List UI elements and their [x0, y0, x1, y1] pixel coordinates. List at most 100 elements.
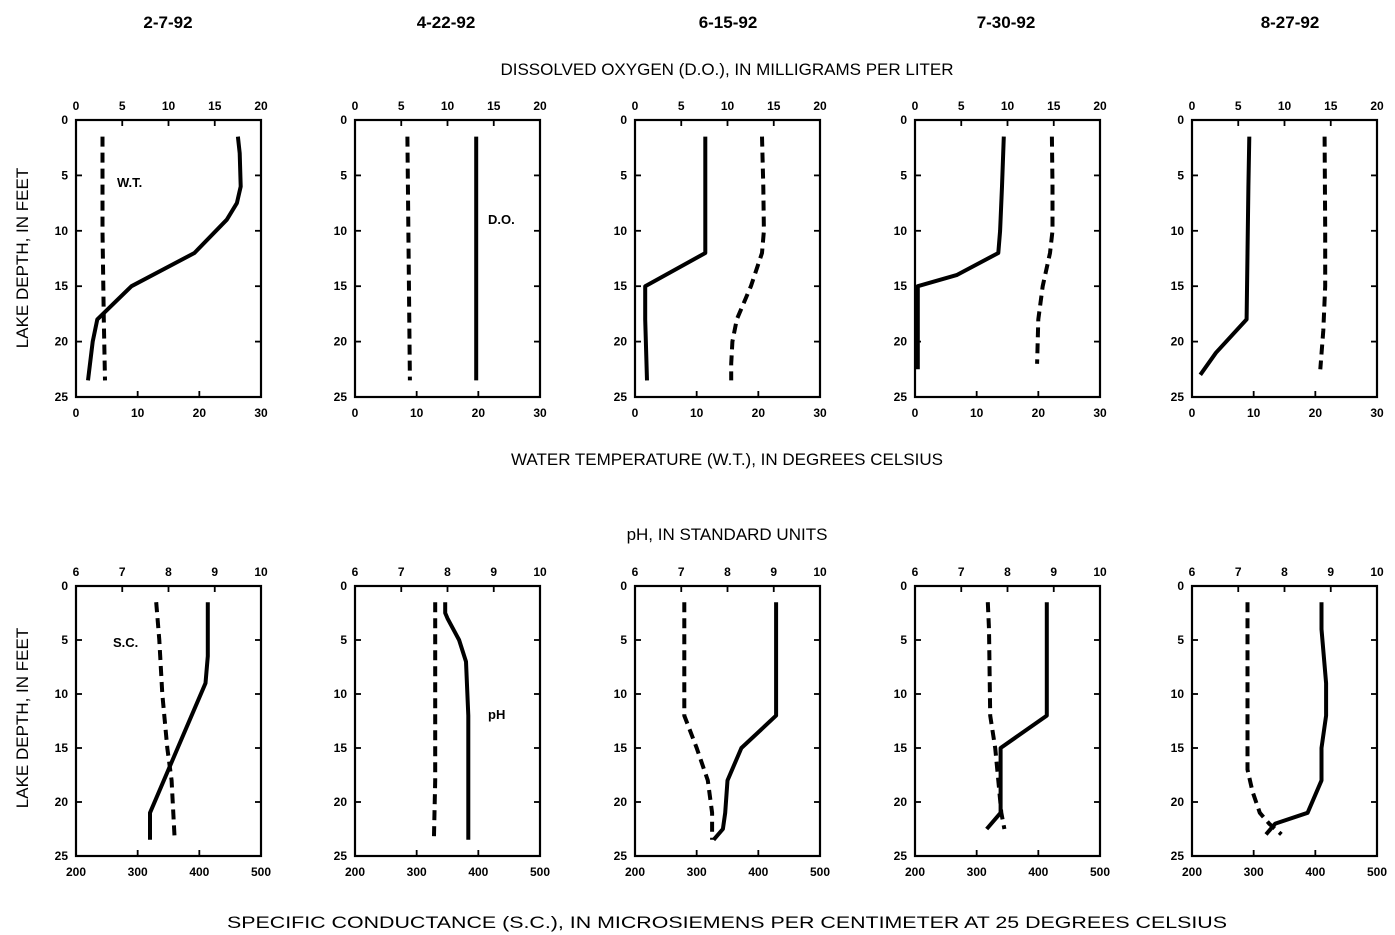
top-tick-label: 10	[162, 99, 176, 113]
bottom-tick-label: 30	[533, 406, 547, 420]
y-axis-label-top: LAKE DEPTH, IN FEET	[13, 168, 32, 348]
wt-profile-line	[100, 136, 107, 381]
y-tick-label: 0	[61, 113, 68, 127]
y-tick-label: 10	[55, 224, 69, 238]
sc-annotation: S.C.	[113, 635, 138, 650]
plot-frame	[74, 584, 263, 858]
y-tick-label: 25	[334, 849, 348, 863]
top-tick-label: 10	[441, 99, 455, 113]
top-tick-label: 9	[211, 565, 218, 579]
y-tick-label: 10	[334, 224, 348, 238]
bottom-tick-label: 0	[1189, 406, 1196, 420]
y-tick-label: 5	[1177, 168, 1184, 182]
y-tick-label: 15	[894, 741, 908, 755]
top-tick-label: 5	[119, 99, 126, 113]
bottom-tick-label: 10	[410, 406, 424, 420]
y-tick-label: 20	[1171, 795, 1185, 809]
bottom-tick-label: 30	[254, 406, 268, 420]
bottom-tick-label: 500	[810, 865, 830, 879]
top-tick-label: 15	[208, 99, 222, 113]
plot-frame	[353, 584, 542, 858]
y-tick-label: 10	[334, 687, 348, 701]
top-tick-label: 9	[1327, 565, 1334, 579]
bottom-tick-label: 30	[1093, 406, 1107, 420]
y-tick-label: 0	[340, 579, 347, 593]
top-tick-label: 15	[487, 99, 501, 113]
y-tick-label: 5	[900, 168, 907, 182]
date-header-1: 2-7-92	[143, 13, 192, 32]
top-tick-label: 8	[1004, 565, 1011, 579]
y-tick-label: 20	[1171, 335, 1185, 349]
plot-frame	[633, 118, 822, 399]
date-header-2: 4-22-92	[417, 13, 476, 32]
y-tick-label: 20	[334, 795, 348, 809]
sc-profile-line	[1245, 602, 1283, 836]
top-tick-label: 5	[678, 99, 685, 113]
top-tick-label: 10	[813, 565, 827, 579]
bottom-tick-label: 500	[530, 865, 550, 879]
bottom-tick-label: 0	[632, 406, 639, 420]
bottom-tick-label: 200	[905, 865, 925, 879]
y-tick-label: 25	[894, 390, 908, 404]
top-tick-label: 0	[73, 99, 80, 113]
bottom-tick-label: 400	[1028, 865, 1048, 879]
y-tick-label: 5	[340, 168, 347, 182]
top-tick-label: 20	[254, 99, 268, 113]
top-tick-label: 15	[1324, 99, 1338, 113]
top-tick-label: 8	[165, 565, 172, 579]
bottom-tick-label: 300	[128, 865, 148, 879]
bottom-tick-label: 500	[1367, 865, 1387, 879]
top-tick-label: 10	[1278, 99, 1292, 113]
y-tick-label: 15	[334, 279, 348, 293]
bottom-tick-label: 300	[407, 865, 427, 879]
wt-axis-title: WATER TEMPERATURE (W.T.), IN DEGREES CEL…	[511, 450, 943, 469]
panel-top-3: 0 5 10 15 20 25 0 5 10 15 20 0 10 20 30	[614, 99, 827, 420]
top-tick-label: 10	[1370, 565, 1384, 579]
do-axis-title: DISSOLVED OXYGEN (D.O.), IN MILLIGRAMS P…	[500, 60, 953, 79]
top-tick-label: 10	[1093, 565, 1107, 579]
bottom-tick-label: 400	[189, 865, 209, 879]
y-tick-label: 15	[55, 741, 69, 755]
top-tick-label: 20	[1370, 99, 1384, 113]
bottom-tick-label: 10	[1247, 406, 1261, 420]
sc-profile-line	[154, 602, 177, 840]
top-tick-label: 0	[352, 99, 359, 113]
top-tick-label: 8	[724, 565, 731, 579]
y-tick-label: 20	[614, 795, 628, 809]
bottom-tick-label: 20	[1032, 406, 1046, 420]
top-tick-label: 8	[1281, 565, 1288, 579]
sc-profile-line	[682, 602, 715, 840]
ph-axis-title: pH, IN STANDARD UNITS	[627, 525, 828, 544]
panel-bottom-3: 0 5 10 15 20 25 6 7 8 9 10 200 300 400 500	[614, 565, 831, 879]
bottom-tick-label: 400	[468, 865, 488, 879]
bottom-tick-label: 300	[1244, 865, 1264, 879]
y-tick-label: 20	[614, 335, 628, 349]
y-tick-label: 5	[340, 633, 347, 647]
do-profile-line	[915, 136, 1006, 370]
top-tick-label: 10	[721, 99, 735, 113]
y-tick-label: 20	[55, 795, 69, 809]
ph-profile-line	[443, 602, 471, 840]
y-tick-label: 0	[340, 113, 347, 127]
top-tick-label: 6	[73, 565, 80, 579]
wt-profile-line	[1318, 136, 1328, 370]
bottom-tick-label: 20	[1309, 406, 1323, 420]
y-tick-label: 10	[1171, 224, 1185, 238]
y-tick-label: 15	[894, 279, 908, 293]
ph-profile-line	[712, 602, 779, 842]
bottom-tick-label: 200	[66, 865, 86, 879]
bottom-tick-label: 400	[748, 865, 768, 879]
y-tick-label: 25	[894, 849, 908, 863]
top-tick-label: 6	[632, 565, 639, 579]
top-tick-label: 15	[767, 99, 781, 113]
top-tick-label: 5	[398, 99, 405, 113]
do-profile-line	[86, 136, 243, 381]
y-tick-label: 10	[614, 687, 628, 701]
top-tick-label: 20	[1093, 99, 1107, 113]
wt-profile-line	[1035, 136, 1055, 364]
do-profile-line	[643, 136, 708, 381]
bottom-tick-label: 30	[1370, 406, 1384, 420]
top-tick-label: 6	[352, 565, 359, 579]
